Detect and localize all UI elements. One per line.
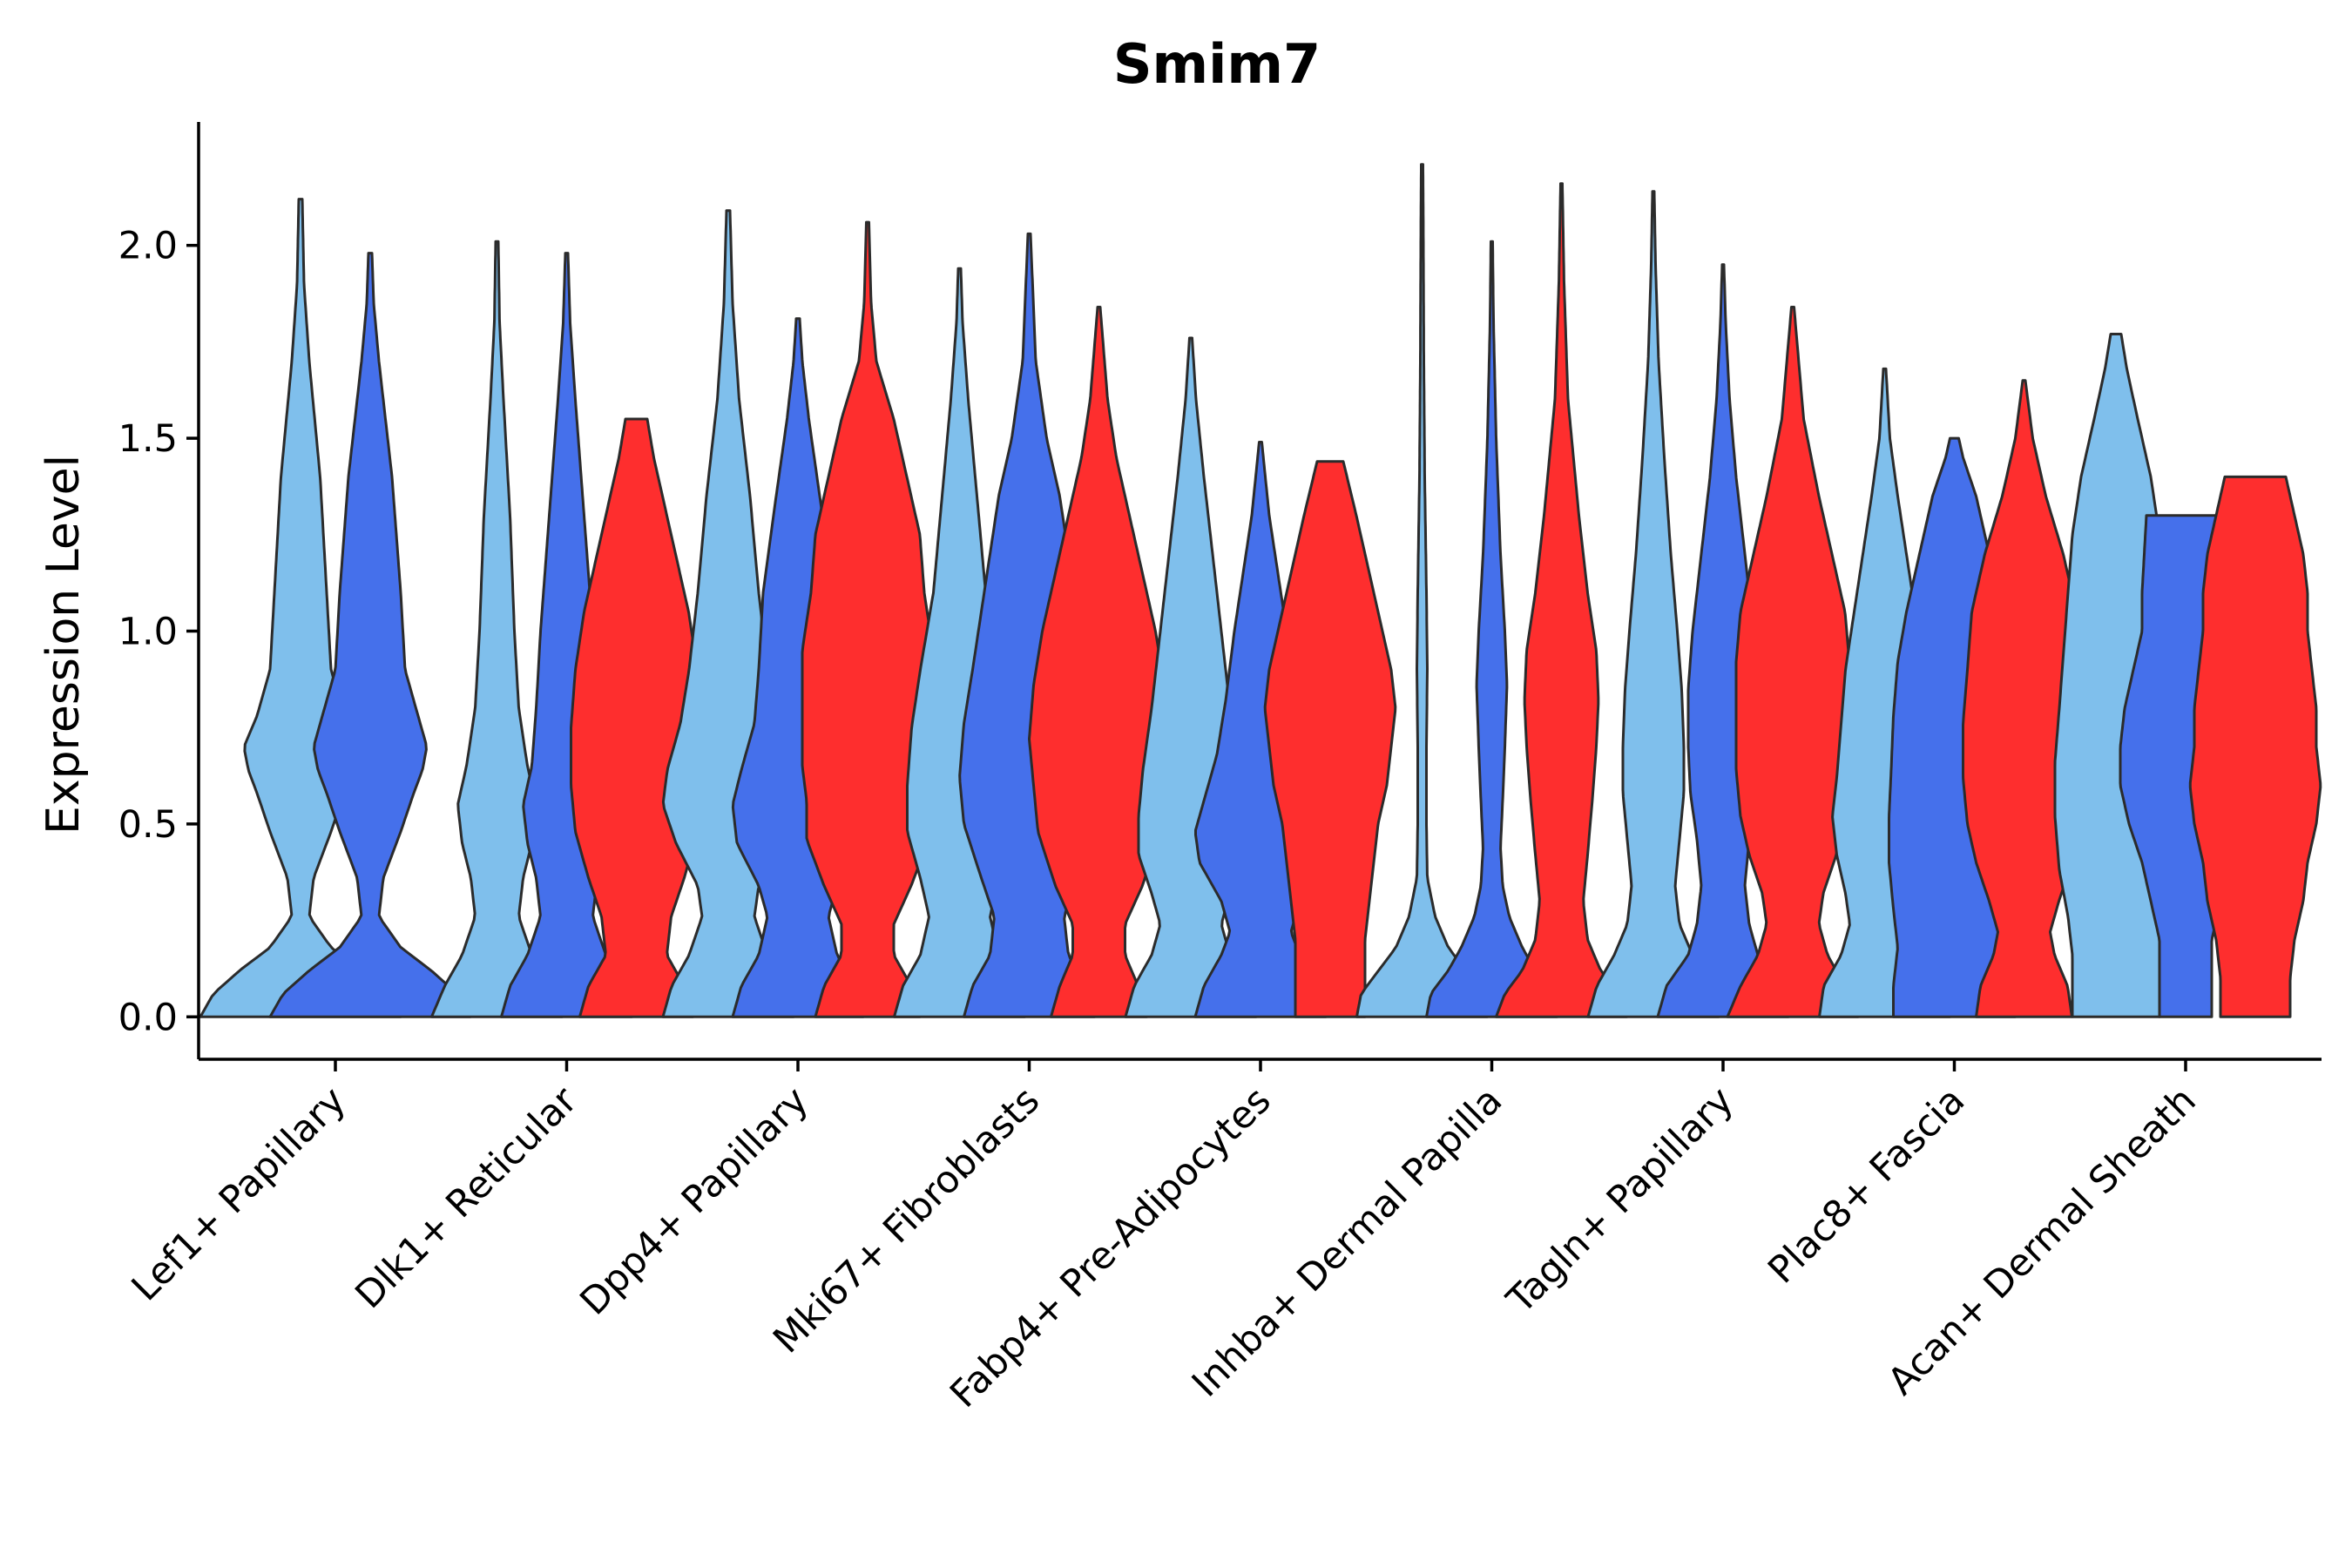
- x-tick-label: Plac8+ Fascia: [1760, 1078, 1973, 1292]
- x-tick-label: Tagln+ Papillary: [1498, 1078, 1742, 1322]
- violin-5-3: [1263, 460, 1397, 1018]
- y-tick-label: 2.0: [118, 225, 178, 268]
- x-tick-label: Dlk1+ Reticular: [348, 1078, 586, 1317]
- violin-layer: [199, 163, 2322, 1018]
- violin-9-3: [2188, 475, 2322, 1018]
- y-tick-label: 0.5: [118, 803, 178, 847]
- y-axis-ticks: 0.0 0.5 1.0 1.5 2.0: [118, 225, 199, 1039]
- y-axis-label: Expression Level: [37, 455, 90, 835]
- chart-title: Smim7: [1113, 32, 1321, 96]
- violin-1-2: [268, 252, 472, 1018]
- y-tick-label: 1.5: [118, 417, 178, 461]
- x-tick-label: Lef1+ Papillary: [124, 1078, 355, 1309]
- violin-6-3: [1495, 182, 1628, 1018]
- violin-7-1: [1586, 190, 1720, 1018]
- y-tick-label: 1.0: [118, 610, 178, 653]
- x-tick-label: Mki67+ Fibroblasts: [765, 1078, 1048, 1362]
- violin-6-1: [1355, 163, 1489, 1018]
- violin-6-2: [1425, 240, 1558, 1018]
- x-tick-label: Dpp4+ Papillary: [572, 1078, 817, 1323]
- y-tick-label: 0.0: [118, 996, 178, 1039]
